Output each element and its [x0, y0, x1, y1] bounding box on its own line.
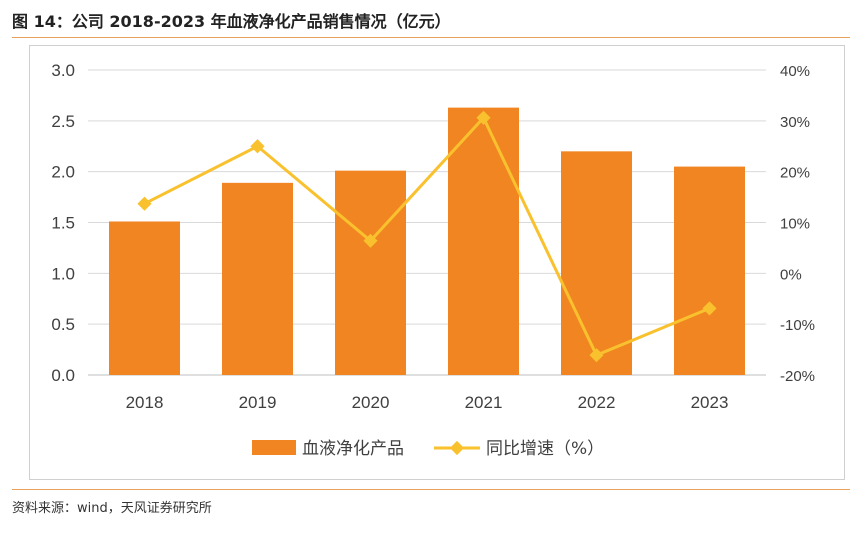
- y-left-tick-label: 1.0: [51, 264, 75, 283]
- y-axis-left: 0.0 0.5 1.0 1.5 2.0 2.5 3.0: [51, 61, 75, 385]
- y-right-tick-label: 10%: [780, 216, 810, 233]
- y-left-tick-label: 0.0: [51, 366, 75, 385]
- top-divider: [12, 37, 850, 38]
- y-left-tick-label: 3.0: [51, 61, 75, 80]
- y-right-tick-label: 30%: [780, 114, 810, 131]
- x-tick-label: 2020: [352, 393, 390, 412]
- x-tick-label: 2018: [126, 393, 164, 412]
- bar-2019: [222, 182, 293, 375]
- figure-title: 图 14：公司 2018-2023 年血液净化产品销售情况（亿元）: [12, 12, 451, 31]
- line-series: [137, 110, 717, 363]
- y-left-tick-label: 2.0: [51, 163, 75, 182]
- bottom-divider: [12, 489, 850, 490]
- y-right-tick-label: -20%: [780, 368, 815, 385]
- y-left-tick-label: 1.5: [51, 214, 75, 233]
- y-right-tick-label: 0%: [780, 266, 802, 283]
- legend: 血液净化产品 同比增速（%）: [252, 439, 604, 459]
- growth-line: [143, 116, 711, 357]
- growth-point-2020: [363, 233, 378, 248]
- legend-line-label: 同比增速（%）: [486, 439, 604, 459]
- bar-2020: [335, 170, 406, 375]
- bar-2018: [109, 221, 180, 375]
- growth-point-2019: [250, 139, 265, 154]
- y-left-tick-label: 0.5: [51, 315, 75, 334]
- y-axis-right: -20% -10% 0% 10% 20% 30% 40%: [780, 63, 815, 385]
- y-left-tick-label: 2.5: [51, 112, 75, 131]
- bar-2021: [448, 107, 519, 375]
- growth-point-2018: [137, 196, 152, 211]
- y-right-tick-label: 20%: [780, 165, 810, 182]
- legend-line-marker: [449, 440, 465, 456]
- chart-frame: [29, 45, 845, 480]
- x-tick-label: 2022: [578, 393, 616, 412]
- bar-2023: [674, 166, 745, 375]
- growth-point-2023: [702, 301, 717, 316]
- growth-point-2022: [589, 348, 604, 363]
- y-right-tick-label: -10%: [780, 317, 815, 334]
- x-tick-label: 2019: [239, 393, 277, 412]
- y-right-tick-label: 40%: [780, 63, 810, 80]
- source-note: 资料来源：wind，天风证券研究所: [12, 501, 212, 516]
- gridlines: [88, 69, 766, 376]
- bar-2022: [561, 151, 632, 375]
- legend-bar-swatch: [252, 440, 296, 455]
- x-axis: 2018 2019 2020 2021 2022 2023: [126, 393, 729, 412]
- bar-series: [109, 107, 745, 375]
- legend-bar-label: 血液净化产品: [302, 439, 404, 459]
- x-tick-label: 2023: [691, 393, 729, 412]
- growth-point-2021: [476, 110, 491, 125]
- x-tick-label: 2021: [465, 393, 503, 412]
